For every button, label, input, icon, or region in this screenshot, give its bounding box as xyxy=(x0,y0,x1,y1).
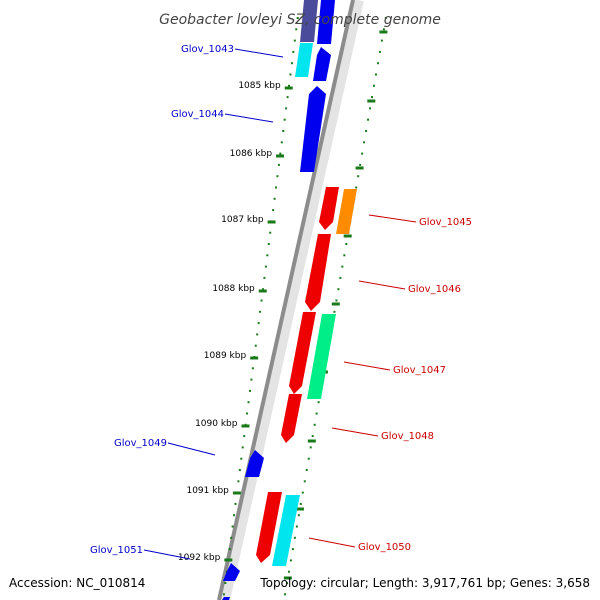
gene-label-glov-1046[interactable]: Glov_1046 xyxy=(408,284,461,295)
tick-label: 1088 kbp xyxy=(212,284,255,294)
gene-label-glov-1047[interactable]: Glov_1047 xyxy=(393,365,446,376)
gene-feature-red-1048[interactable] xyxy=(281,394,302,443)
leader-line xyxy=(308,537,356,548)
tick-label: 1092 kbp xyxy=(178,553,221,563)
backbone-shadow xyxy=(218,0,364,600)
leader-line xyxy=(358,280,406,290)
gene-labels: Glov_1043 Glov_1044 Glov_1045 Glov_1046 Glov… xyxy=(90,44,472,560)
leader-line xyxy=(143,549,191,560)
gene-feature-blue-top[interactable] xyxy=(317,0,335,44)
gene-feature-blue-bottom[interactable] xyxy=(222,597,230,600)
leader-line xyxy=(224,113,274,123)
gene-features xyxy=(222,0,357,600)
gene-feature-blue-1044[interactable] xyxy=(300,86,326,172)
leader-line xyxy=(167,442,216,456)
gene-feature-navy[interactable] xyxy=(300,0,318,42)
gene-feature-blue-1043[interactable] xyxy=(313,47,331,81)
topology-text: Topology: circular; Length: 3,917,761 bp… xyxy=(259,576,590,590)
gene-feature-red-1050[interactable] xyxy=(256,492,282,563)
backbone xyxy=(217,0,364,600)
gene-feature-red-1045[interactable] xyxy=(319,187,339,230)
tick-labels: 1085 kbp 1086 kbp 1087 kbp 1088 kbp 1089 kbp… xyxy=(178,81,281,563)
gene-label-glov-1048[interactable]: Glov_1048 xyxy=(381,431,434,442)
leader-line xyxy=(331,427,379,437)
gene-feature-orange-1045[interactable] xyxy=(336,189,357,234)
gene-feature-cyan-1050[interactable] xyxy=(272,495,300,566)
gene-feature-red-1047[interactable] xyxy=(289,312,316,394)
tick-label: 1086 kbp xyxy=(230,149,273,159)
tick-label: 1091 kbp xyxy=(186,486,229,496)
gene-label-glov-1044[interactable]: Glov_1044 xyxy=(171,109,224,120)
gene-feature-red-1046[interactable] xyxy=(305,234,331,311)
gene-label-glov-1043[interactable]: Glov_1043 xyxy=(181,44,234,55)
leader-line xyxy=(234,48,284,58)
gene-feature-green-1047[interactable] xyxy=(307,314,336,399)
tick-ring-inner xyxy=(222,17,299,596)
backbone-line xyxy=(217,0,355,600)
gene-label-glov-1050[interactable]: Glov_1050 xyxy=(358,542,411,553)
gene-feature-cyan-1043[interactable] xyxy=(295,43,313,77)
accession-text: Accession: NC_010814 xyxy=(9,576,145,590)
gene-label-glov-1049[interactable]: Glov_1049 xyxy=(114,438,167,449)
tick-label: 1085 kbp xyxy=(238,81,281,91)
tick-label: 1089 kbp xyxy=(204,351,247,361)
gene-label-glov-1045[interactable]: Glov_1045 xyxy=(419,217,472,228)
gene-feature-blue-1049[interactable] xyxy=(245,450,264,477)
gene-feature-blue-1051[interactable] xyxy=(223,563,240,581)
gene-label-glov-1051[interactable]: Glov_1051 xyxy=(90,545,143,556)
leader-line xyxy=(343,361,391,371)
leader-line xyxy=(368,214,417,223)
map-title: Geobacter lovleyi SZ, complete genome xyxy=(159,12,441,28)
tick-label: 1087 kbp xyxy=(221,215,264,225)
tick-label: 1090 kbp xyxy=(195,419,238,429)
